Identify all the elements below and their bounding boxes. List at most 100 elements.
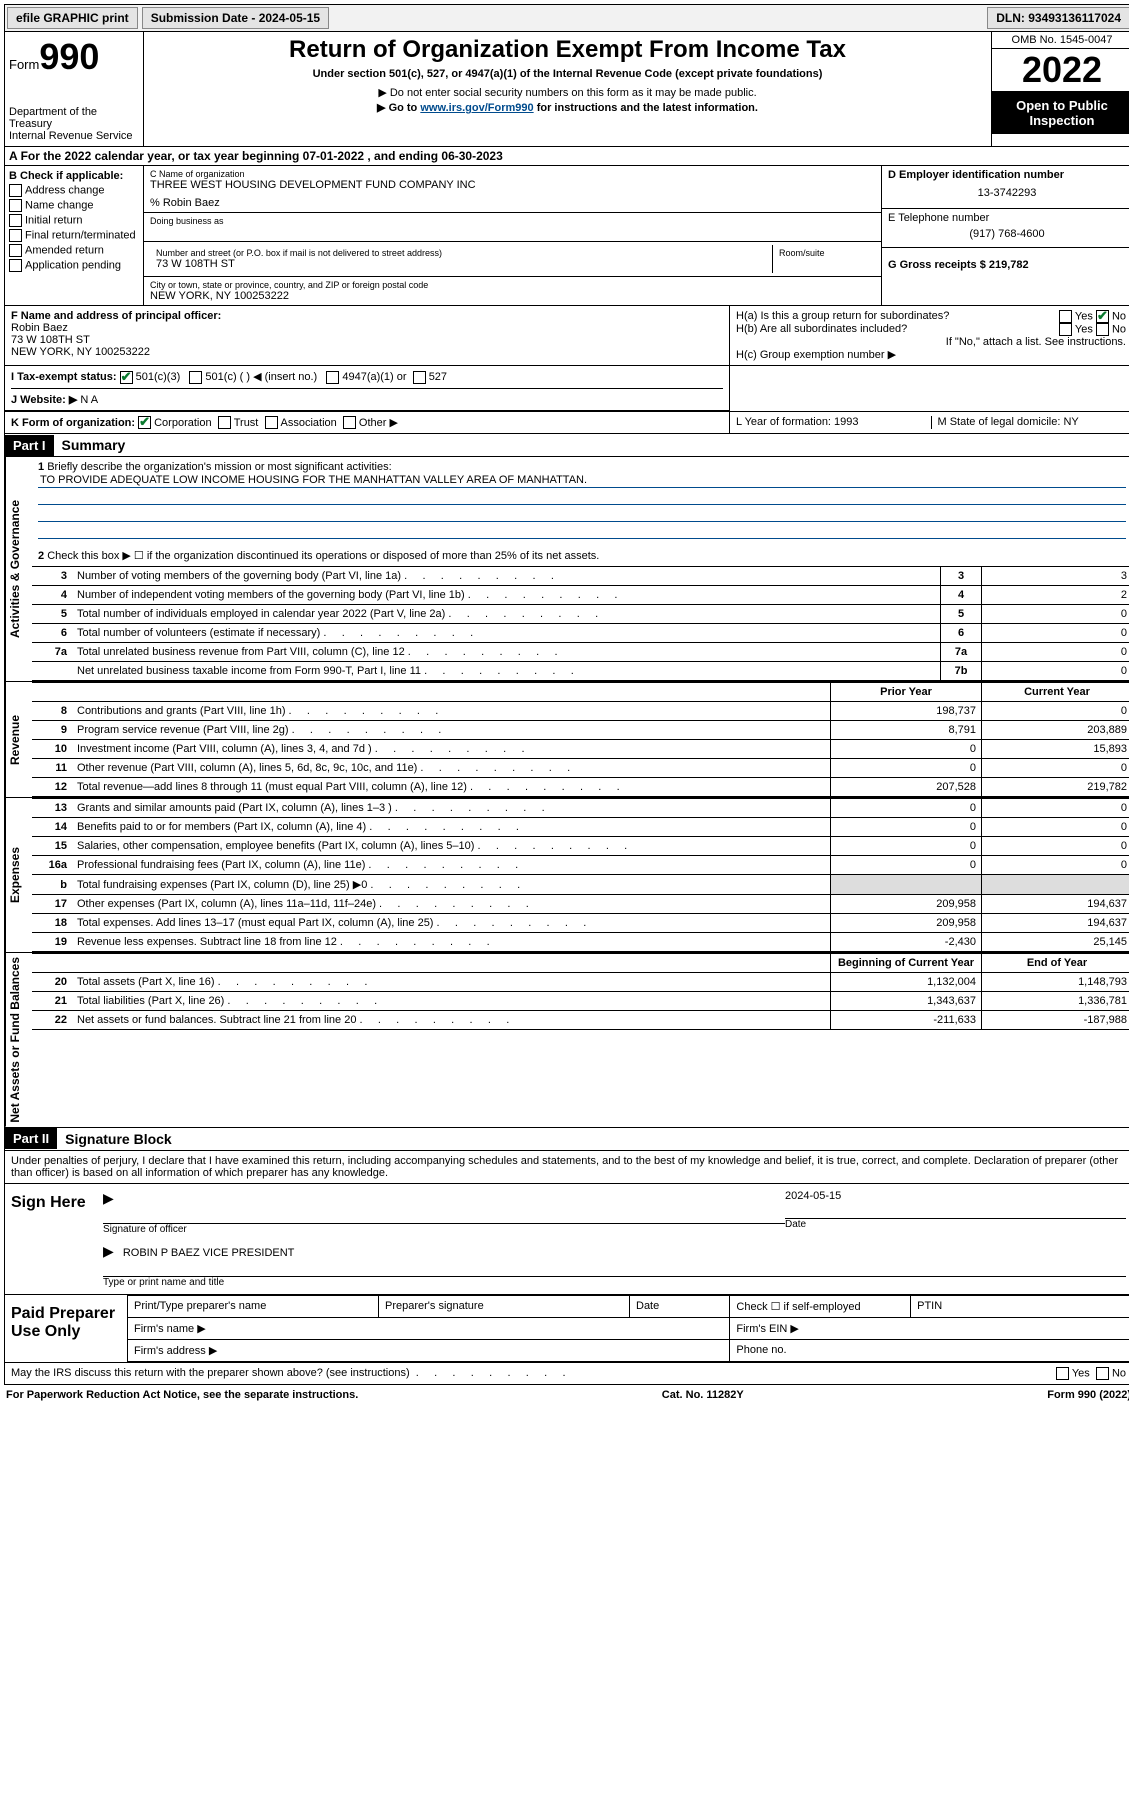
f-label: F Name and address of principal officer: [11, 310, 723, 322]
vtab-rev: Revenue [5, 682, 32, 797]
arrow-icon: ▶ [103, 1243, 114, 1259]
sig-date-label: Date [785, 1219, 806, 1230]
m-state: M State of legal domicile: NY [932, 416, 1127, 430]
k-other[interactable] [343, 416, 356, 429]
lbl-initial-return: Initial return [25, 214, 82, 226]
hb-no[interactable] [1096, 323, 1109, 336]
irs-link[interactable]: www.irs.gov/Form990 [420, 102, 533, 114]
form-header: Form990 Department of the Treasury Inter… [4, 32, 1129, 147]
room-label: Room/suite [779, 248, 869, 258]
submission-date: Submission Date - 2024-05-15 [142, 7, 329, 29]
form-number: 990 [39, 36, 99, 77]
sig-officer-label: Signature of officer [103, 1224, 187, 1235]
open-to-public: Open to Public Inspection [992, 92, 1129, 134]
dln: DLN: 93493136117024 [987, 7, 1129, 29]
prep-name: Print/Type preparer's name [128, 1295, 379, 1317]
entity-grid: B Check if applicable: Address change Na… [4, 166, 1129, 306]
line-a-text: For the 2022 calendar year, or tax year … [21, 149, 503, 163]
mission-blank [38, 524, 1126, 539]
check-amended[interactable] [9, 244, 22, 257]
lbl-app-pending: Application pending [25, 259, 121, 271]
ha-no[interactable] [1096, 310, 1109, 323]
form-subtitle: Under section 501(c), 527, or 4947(a)(1)… [148, 68, 987, 80]
ha-label: H(a) Is this a group return for subordin… [736, 310, 949, 323]
section-fh: F Name and address of principal officer:… [4, 306, 1129, 366]
lbl-amended: Amended return [25, 244, 104, 256]
form-title: Return of Organization Exempt From Incom… [148, 36, 987, 64]
footer-right: Form 990 (2022) [1047, 1389, 1129, 1401]
ptin: PTIN [911, 1295, 1129, 1317]
irs-label: Internal Revenue Service [9, 130, 133, 142]
section-f: F Name and address of principal officer:… [5, 306, 730, 365]
l2-text: Check this box ▶ ☐ if the organization d… [47, 550, 599, 562]
firm-addr: Firm's address ▶ [128, 1339, 730, 1361]
l1-text: Briefly describe the organization's miss… [47, 461, 391, 473]
lbl-address-change: Address change [25, 184, 105, 196]
table-exp: 13Grants and similar amounts paid (Part … [32, 798, 1129, 952]
note-goto-pre: ▶ Go to [377, 102, 420, 114]
l-year: L Year of formation: 1993 [736, 416, 932, 430]
i-527[interactable] [413, 371, 426, 384]
i-501c[interactable] [189, 371, 202, 384]
signature-block: Under penalties of perjury, I declare th… [4, 1151, 1129, 1385]
mission-blank [38, 507, 1126, 522]
i-label: I Tax-exempt status: [11, 371, 117, 383]
check-final-return[interactable] [9, 229, 22, 242]
phone: (917) 768-4600 [888, 224, 1126, 244]
k-corp[interactable] [138, 416, 151, 429]
ein-label: D Employer identification number [888, 169, 1126, 181]
check-name-change[interactable] [9, 199, 22, 212]
care-of: % Robin Baez [150, 197, 875, 209]
form-label: Form [9, 57, 39, 72]
vtab-gov: Activities & Governance [5, 457, 32, 681]
k-trust[interactable] [218, 416, 231, 429]
footer-mid: Cat. No. 11282Y [662, 1389, 744, 1401]
lbl-name-change: Name change [25, 199, 94, 211]
section-ij: I Tax-exempt status: 501(c)(3) 501(c) ( … [4, 366, 1129, 412]
j-val: N A [80, 394, 98, 406]
check-address-change[interactable] [9, 184, 22, 197]
j-label: J Website: ▶ [11, 394, 77, 406]
k-assoc[interactable] [265, 416, 278, 429]
name-title-label: Type or print name and title [103, 1277, 224, 1288]
city: NEW YORK, NY 100253222 [150, 290, 875, 302]
check-initial-return[interactable] [9, 214, 22, 227]
mission-blank [38, 490, 1126, 505]
hb-yes[interactable] [1059, 323, 1072, 336]
k-label: K Form of organization: [11, 417, 135, 429]
efile-print-button[interactable]: efile GRAPHIC print [7, 7, 138, 29]
part2-title: Signature Block [57, 1128, 180, 1150]
part2-header: Part II [5, 1128, 57, 1149]
ha-yes[interactable] [1059, 310, 1072, 323]
dba-label: Doing business as [150, 216, 875, 226]
line-a-tax-year: A For the 2022 calendar year, or tax yea… [4, 147, 1129, 166]
check-app-pending[interactable] [9, 259, 22, 272]
section-gov: Activities & Governance 1 Briefly descri… [4, 457, 1129, 682]
i-501c3[interactable] [120, 371, 133, 384]
table-net: Beginning of Current YearEnd of Year20To… [32, 953, 1129, 1030]
vtab-net: Net Assets or Fund Balances [5, 953, 32, 1127]
tax-year: 2022 [992, 49, 1129, 92]
city-label: City or town, state or province, country… [150, 280, 875, 290]
footer: For Paperwork Reduction Act Notice, see … [4, 1385, 1129, 1405]
street: 73 W 108TH ST [156, 258, 766, 270]
firm-phone: Phone no. [730, 1339, 1129, 1361]
mission: TO PROVIDE ADEQUATE LOW INCOME HOUSING F… [38, 473, 1126, 488]
prep-date: Date [630, 1295, 730, 1317]
hc-label: H(c) Group exemption number ▶ [736, 348, 1126, 361]
discuss-no[interactable] [1096, 1367, 1109, 1380]
discuss-yes[interactable] [1056, 1367, 1069, 1380]
discuss-text: May the IRS discuss this return with the… [11, 1367, 410, 1379]
name-label: C Name of organization [150, 169, 875, 179]
section-b-title: B Check if applicable: [9, 170, 139, 182]
sign-here-label: Sign Here [5, 1184, 97, 1294]
hb-label: H(b) Are all subordinates included? [736, 323, 907, 336]
section-c: C Name of organization THREE WEST HOUSIN… [144, 166, 882, 305]
year-box: OMB No. 1545-0047 2022 Open to Public In… [992, 32, 1129, 146]
table-rev: Prior YearCurrent Year8Contributions and… [32, 682, 1129, 797]
footer-left: For Paperwork Reduction Act Notice, see … [6, 1389, 358, 1401]
officer-name-title: ROBIN P BAEZ VICE PRESIDENT [123, 1247, 295, 1259]
section-deg: D Employer identification number 13-3742… [882, 166, 1129, 305]
i-4947[interactable] [326, 371, 339, 384]
omb-number: OMB No. 1545-0047 [992, 32, 1129, 49]
